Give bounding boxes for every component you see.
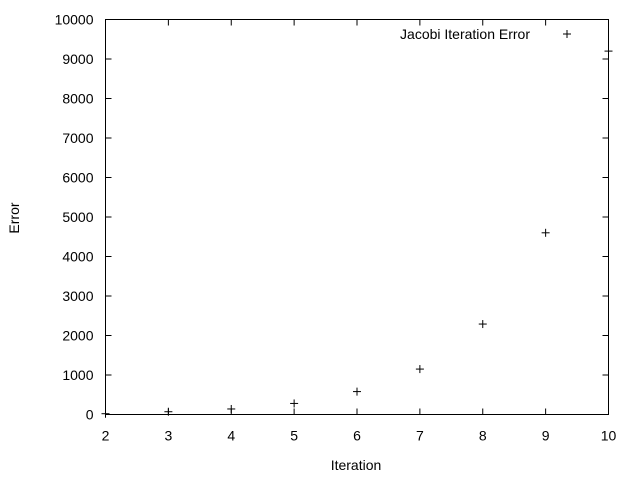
legend-marker (563, 30, 571, 38)
x-tick-label: 3 (164, 428, 172, 444)
y-axis-ticks: 0 1000 2000 3000 4000 5000 6000 7000 8000 9000 100… (55, 12, 609, 423)
y-tick-label: 7000 (62, 130, 93, 146)
data-point (227, 404, 236, 413)
plot-frame (105, 19, 609, 415)
y-tick-label: 2000 (62, 328, 93, 344)
y-tick-label: 8000 (62, 91, 93, 107)
x-tick-label: 5 (290, 428, 298, 444)
x-tick-label: 8 (479, 428, 487, 444)
y-tick-label: 6000 (62, 170, 93, 186)
data-point (290, 399, 299, 408)
x-tick-label: 6 (353, 428, 361, 444)
y-tick-label: 1000 (62, 367, 93, 383)
y-tick-label: 10000 (55, 12, 94, 28)
data-point (353, 387, 361, 396)
x-axis-label: Iteration (331, 457, 382, 473)
y-tick-label: 5000 (62, 209, 93, 225)
x-tick-label: 9 (542, 428, 550, 444)
data-point (415, 365, 424, 374)
legend-label: Jacobi Iteration Error (400, 26, 530, 42)
x-tick-label: 10 (601, 428, 617, 444)
y-axis-label: Error (6, 202, 22, 233)
x-tick-label: 7 (416, 428, 424, 444)
x-axis-ticks: 2 3 4 5 6 7 8 9 10 (102, 19, 617, 444)
data-point (478, 320, 487, 329)
y-tick-label: 9000 (62, 51, 93, 67)
x-tick-label: 4 (227, 428, 235, 444)
y-tick-label: 4000 (62, 249, 93, 265)
data-points (101, 47, 613, 418)
y-tick-label: 3000 (62, 288, 93, 304)
x-tick-label: 2 (102, 428, 110, 444)
legend: Jacobi Iteration Error (400, 26, 571, 42)
data-point (541, 228, 550, 237)
y-tick-label: 0 (86, 407, 94, 423)
